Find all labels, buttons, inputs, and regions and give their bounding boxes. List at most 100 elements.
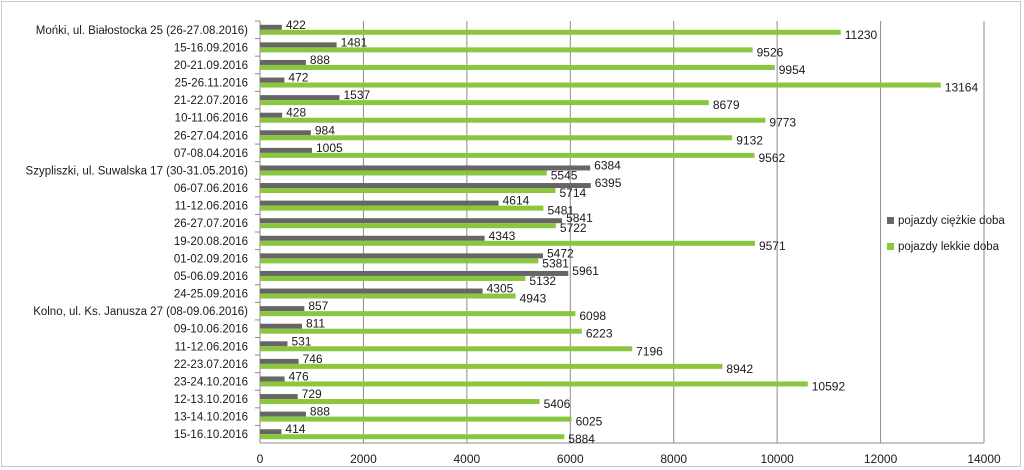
data-label-heavy: 4614 [503, 194, 530, 208]
x-tick-label: 0 [257, 452, 264, 466]
bar-light [260, 346, 633, 352]
data-label-light: 5884 [568, 432, 595, 446]
data-label-heavy: 746 [303, 352, 323, 366]
bar-heavy [260, 130, 311, 136]
bar-light [260, 381, 808, 387]
data-label-light: 5132 [529, 274, 556, 288]
category-label: Szypliszki, ul. Suwalska 17 (30-31.05.20… [26, 165, 249, 177]
category-label: 26-27.04.2016 [174, 130, 248, 142]
data-label-heavy: 5961 [572, 264, 599, 278]
data-label-light: 6025 [576, 415, 603, 429]
bar-light [260, 117, 766, 123]
category-label: 24-25.09.2016 [174, 289, 248, 301]
data-label-light: 8679 [713, 98, 740, 112]
x-tick-label: 4000 [454, 452, 481, 466]
data-label-light: 5406 [544, 397, 571, 411]
data-label-light: 13164 [945, 81, 979, 95]
data-label-heavy: 1537 [343, 88, 370, 102]
x-tick-label: 10000 [760, 452, 794, 466]
legend-swatch [887, 243, 894, 250]
data-label-light: 9571 [759, 239, 786, 253]
bar-heavy [260, 95, 340, 101]
category-label: 07-08.04.2016 [174, 148, 248, 160]
bar-light [260, 82, 941, 88]
category-label: 15-16.10.2016 [174, 429, 248, 441]
bar-light [260, 328, 582, 334]
data-label-light: 10592 [812, 379, 846, 393]
bar-heavy [260, 235, 485, 241]
bar-heavy [260, 59, 306, 65]
category-label: 19-20.08.2016 [174, 236, 248, 248]
category-label: 10-11.06.2016 [175, 113, 248, 125]
bar-heavy [260, 341, 288, 347]
bar-light [260, 363, 723, 369]
category-label: 25-26.11.2016 [175, 78, 248, 90]
bar-light [260, 223, 556, 229]
bar-light [260, 240, 755, 246]
bar-heavy [260, 147, 312, 153]
bar-heavy [260, 77, 285, 83]
category-label: 05-06.09.2016 [174, 271, 248, 283]
data-label-light: 5722 [560, 221, 587, 235]
data-label-light: 6098 [579, 309, 606, 323]
data-label-light: 5381 [542, 256, 569, 270]
legend-swatch [887, 217, 894, 224]
bar-light [260, 275, 526, 281]
data-label-heavy: 5841 [566, 211, 593, 225]
data-label-heavy: 4305 [487, 282, 514, 296]
data-label-light: 5545 [551, 168, 578, 182]
data-label-heavy: 531 [291, 334, 311, 348]
category-label: 09-10.06.2016 [174, 324, 248, 336]
data-label-heavy: 4343 [489, 229, 516, 243]
category-label: 21-22.07.2016 [174, 95, 248, 107]
x-tick-label: 6000 [557, 452, 584, 466]
bar-heavy [260, 253, 543, 259]
bar-heavy [260, 306, 305, 312]
category-label: 01-02.09.2016 [174, 253, 248, 265]
x-tick-label: 2000 [350, 452, 377, 466]
data-label-heavy: 888 [310, 53, 330, 67]
category-label: Mońki, ul. Białostocka 25 (26-27.08.2016… [36, 25, 248, 37]
bar-light [260, 47, 753, 53]
data-label-heavy: 1005 [316, 141, 343, 155]
bar-light [260, 416, 572, 422]
bar-light [260, 29, 841, 35]
data-label-heavy: 888 [310, 405, 330, 419]
bar-heavy [260, 218, 563, 224]
x-tick-label: 12000 [864, 452, 898, 466]
bar-heavy [260, 165, 591, 171]
category-label: 11-12.06.2016 [175, 201, 248, 213]
data-label-light: 9562 [758, 151, 785, 165]
category-label: 15-16.09.2016 [174, 42, 248, 54]
data-label-heavy: 476 [289, 369, 309, 383]
x-tick-label: 8000 [660, 452, 687, 466]
bar-light [260, 100, 709, 106]
bar-heavy [260, 411, 306, 417]
data-label-heavy: 422 [286, 18, 306, 32]
data-label-heavy: 414 [285, 422, 305, 436]
data-label-light: 9773 [769, 116, 796, 130]
data-label-light: 9132 [736, 133, 763, 147]
bar-light [260, 152, 755, 158]
bar-light [260, 64, 775, 70]
data-label-light: 11230 [845, 28, 878, 42]
bar-heavy [260, 42, 337, 48]
bar-light [260, 258, 539, 264]
bar-light [260, 434, 565, 440]
data-label-heavy: 857 [308, 299, 328, 313]
bar-heavy [260, 270, 569, 276]
data-label-heavy: 428 [286, 106, 306, 120]
x-tick-label: 14000 [967, 452, 1001, 466]
bar-light [260, 188, 556, 194]
data-label-light: 5481 [547, 204, 574, 218]
legend-label: pojazdy ciężkie doba [898, 215, 1005, 227]
data-label-heavy: 6384 [594, 158, 621, 172]
legend-label: pojazdy lekkie doba [898, 241, 1000, 253]
bar-light [260, 311, 576, 317]
bar-heavy [260, 200, 499, 206]
bar-light [260, 399, 540, 405]
category-label: 22-23.07.2016 [174, 359, 248, 371]
bar-light [260, 205, 544, 211]
